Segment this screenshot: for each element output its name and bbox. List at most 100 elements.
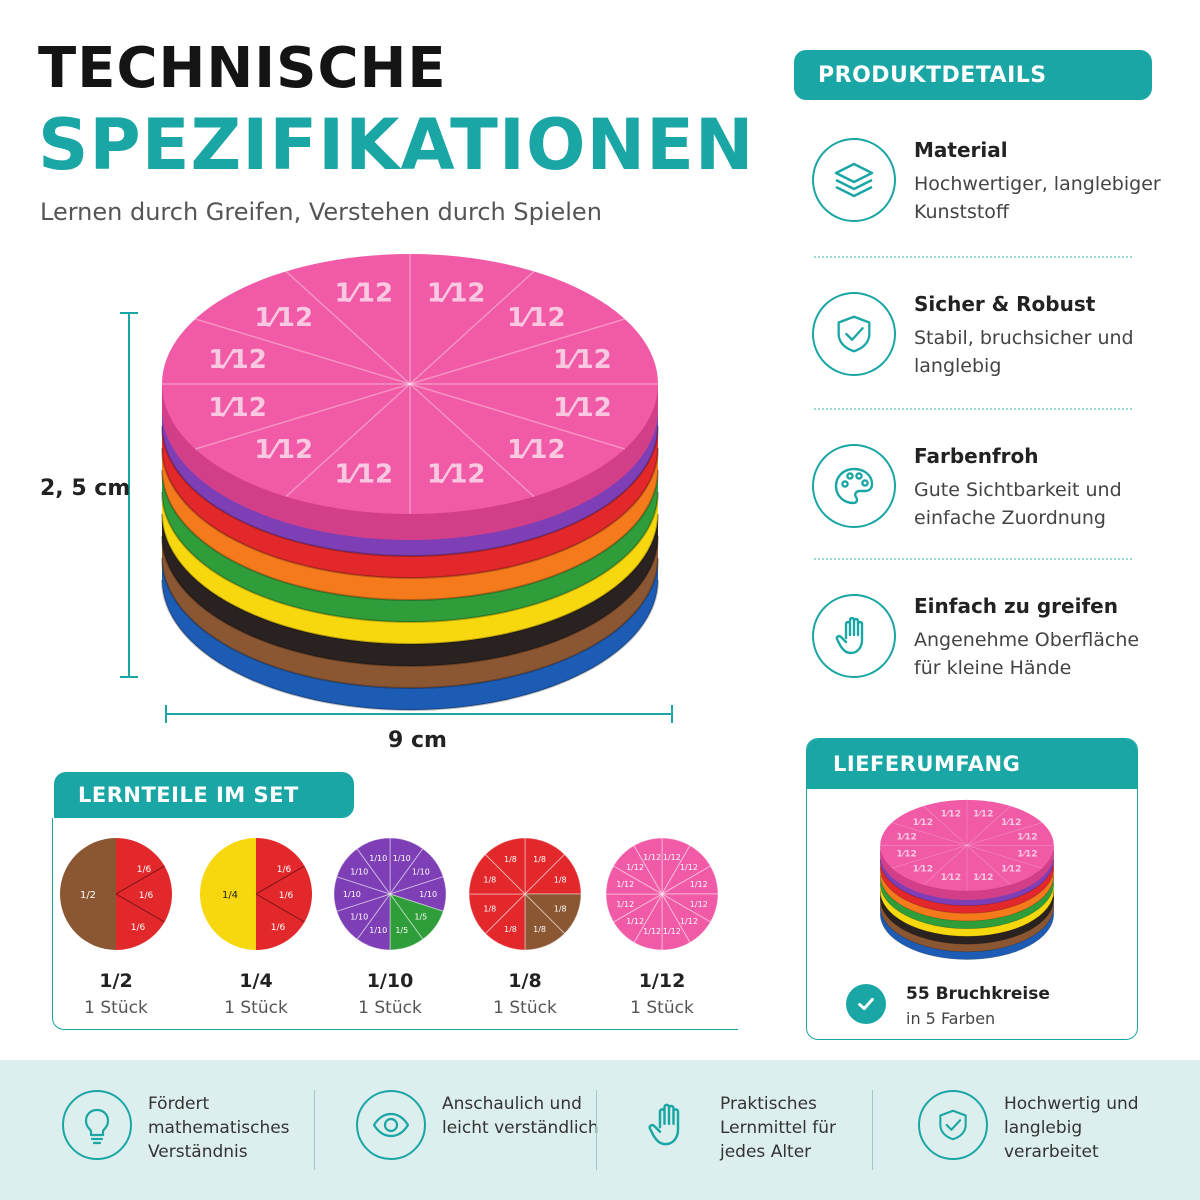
detail-text: Angenehme Oberfläche für kleine Hände xyxy=(914,629,1140,679)
pie-slice xyxy=(468,893,527,935)
lernteile-panel xyxy=(52,818,738,1030)
divider xyxy=(314,1090,315,1170)
detail-material: Material Hochwertiger, langlebiger Kunst… xyxy=(812,138,1162,238)
mini-fraction-stack: 1⁄12 1⁄12 1⁄12 1⁄12 1⁄12 1⁄12 1⁄12 1⁄12 1⁄12 1⁄12… xyxy=(879,799,1055,960)
fraction-label: 1⁄12 xyxy=(334,459,393,489)
pie-slice xyxy=(388,847,444,895)
lieferumfang-count: 55 Bruchkreise xyxy=(906,984,1050,1004)
pie-slice xyxy=(660,893,719,923)
pie-slice xyxy=(356,892,391,951)
pie-slice xyxy=(633,892,663,951)
fraction-label: 1⁄12 xyxy=(254,435,313,465)
top-disk-pink: 1⁄12 1⁄12 1⁄12 1⁄12 1⁄12 1⁄12 1⁄12 1⁄12 1⁄12 1⁄12… xyxy=(162,254,658,540)
slice-label: 1/12 xyxy=(663,853,681,862)
palette-icon xyxy=(812,444,896,528)
pie-slice xyxy=(605,865,664,895)
pie-slice xyxy=(389,837,424,896)
slice-label: 1/10 xyxy=(419,890,437,899)
fraction-label: 1⁄12 xyxy=(973,810,993,820)
piece-count: 1 Stück xyxy=(224,998,288,1018)
pie-slice xyxy=(524,837,566,896)
fraction-label: 1⁄12 xyxy=(896,850,916,860)
tenth-circle-icon: 1/101/101/101/51/51/101/101/101/101/10 xyxy=(333,837,447,951)
fraction-label: 1⁄12 xyxy=(913,818,933,828)
slice-label: 1/12 xyxy=(680,863,698,872)
pie-slice xyxy=(333,876,392,912)
slice-label: 1/10 xyxy=(369,926,387,935)
svg-text:1/6: 1/6 xyxy=(271,923,286,933)
fraction-label: 1⁄12 xyxy=(941,810,961,820)
pie-slice xyxy=(660,844,712,896)
feature-text: Anschaulich und leicht verständlich xyxy=(442,1094,599,1138)
piece-name: 1/2 xyxy=(99,970,133,992)
pie-slice xyxy=(633,837,663,896)
width-dimension-line xyxy=(165,705,673,723)
pie-slice xyxy=(388,876,447,912)
detail-einfach-greifen: Einfach zu greifen Angenehme Oberfläche … xyxy=(812,594,1162,694)
slice-label: 1/10 xyxy=(350,868,368,877)
slice-label: 1/12 xyxy=(663,927,681,936)
fraction-label: 1⁄12 xyxy=(1017,833,1037,843)
divider xyxy=(814,558,1132,560)
lernteile-heading: LERNTEILE IM SET xyxy=(54,772,354,818)
slice-label: 1/10 xyxy=(393,854,411,863)
layers-icon xyxy=(812,138,896,222)
lieferumfang-stack-image: 1⁄12 1⁄12 1⁄12 1⁄12 1⁄12 1⁄12 1⁄12 1⁄12 1⁄12 1⁄12… xyxy=(862,796,1072,980)
detail-text: Hochwertiger, langlebiger Kunststoff xyxy=(914,173,1161,223)
fraction-label: 1⁄12 xyxy=(507,435,566,465)
fraction-label: 1⁄12 xyxy=(427,459,486,489)
slice-label: 1/10 xyxy=(350,912,368,921)
fraction-label: 1⁄12 xyxy=(553,393,612,423)
height-dimension-line xyxy=(120,312,138,678)
width-label: 9 cm xyxy=(388,728,447,753)
page-subtitle: Lernen durch Greifen, Verstehen durch Sp… xyxy=(40,198,602,226)
piece-eighth: 1/8 1/8 1/8 1/8 1/8 1/8 1/8 1/8 1/8 1 Stück xyxy=(463,832,587,1018)
detail-text: Stabil, bruchsicher und langlebig xyxy=(914,327,1134,377)
slice-label: 1/12 xyxy=(690,900,708,909)
slice-label: 1/10 xyxy=(369,854,387,863)
hand-icon xyxy=(812,594,896,678)
pie-slice xyxy=(388,893,444,941)
divider xyxy=(596,1090,597,1170)
fraction-label: 1⁄12 xyxy=(1017,850,1037,860)
piece-count: 1 Stück xyxy=(630,998,694,1018)
slice-label: 1/12 xyxy=(616,900,634,909)
piece-twelfth: 1/12 1/12 1/12 1/12 1/12 1/12 1/12 1/12 1/12 1/12… xyxy=(600,832,724,1018)
quarter-circle-icon: 1/4 1/6 1/6 1/6 xyxy=(200,838,313,950)
piece-name: 1/8 xyxy=(508,970,542,992)
slice-label: 1/12 xyxy=(616,880,634,889)
lieferumfang-colors: in 5 Farben xyxy=(906,1009,996,1028)
piece-count: 1 Stück xyxy=(84,998,148,1018)
fraction-label: 1⁄12 xyxy=(208,345,267,375)
detail-farbenfroh: Farbenfroh Gute Sichtbarkeit und einfach… xyxy=(812,444,1162,544)
slice-label: 1/8 xyxy=(504,925,517,934)
height-label: 2, 5 cm xyxy=(40,476,131,501)
fraction-label: 1⁄12 xyxy=(896,833,916,843)
piece-count: 1 Stück xyxy=(358,998,422,1018)
pie-slice xyxy=(612,892,664,944)
fraction-label: 1⁄12 xyxy=(941,873,961,883)
feature-text: Hochwertig und langlebig verarbeitet xyxy=(1004,1094,1139,1162)
feature-text: Fördert mathematisches Verständnis xyxy=(148,1094,290,1162)
divider xyxy=(872,1090,873,1170)
feature-bar xyxy=(0,1060,1200,1200)
check-icon xyxy=(846,984,886,1024)
slice-label: 1/12 xyxy=(643,927,661,936)
pie-slice xyxy=(389,892,424,951)
fraction-circle-stack: 1⁄12 1⁄12 1⁄12 1⁄12 1⁄12 1⁄12 1⁄12 1⁄12 1⁄12 1⁄12… xyxy=(161,254,659,711)
pie-slice xyxy=(524,892,566,951)
divider xyxy=(814,256,1132,258)
fraction-label: 1⁄12 xyxy=(913,864,933,874)
slice-label: 1/5 xyxy=(414,912,427,921)
slice-label: 1/12 xyxy=(643,853,661,862)
slice-label: 1/10 xyxy=(412,868,430,877)
fraction-label: 1⁄12 xyxy=(427,279,486,309)
eighth-circle-icon: 1/8 1/8 1/8 1/8 1/8 1/8 1/8 1/8 xyxy=(468,837,582,951)
slice-label: 1/8 xyxy=(533,925,546,934)
fraction-label: 1⁄12 xyxy=(208,393,267,423)
piece-count: 1 Stück xyxy=(493,998,557,1018)
pie-slice xyxy=(356,837,391,896)
pie-slice xyxy=(484,892,526,951)
piece-name: 1/4 xyxy=(239,970,273,992)
svg-text:1/6: 1/6 xyxy=(139,891,154,901)
